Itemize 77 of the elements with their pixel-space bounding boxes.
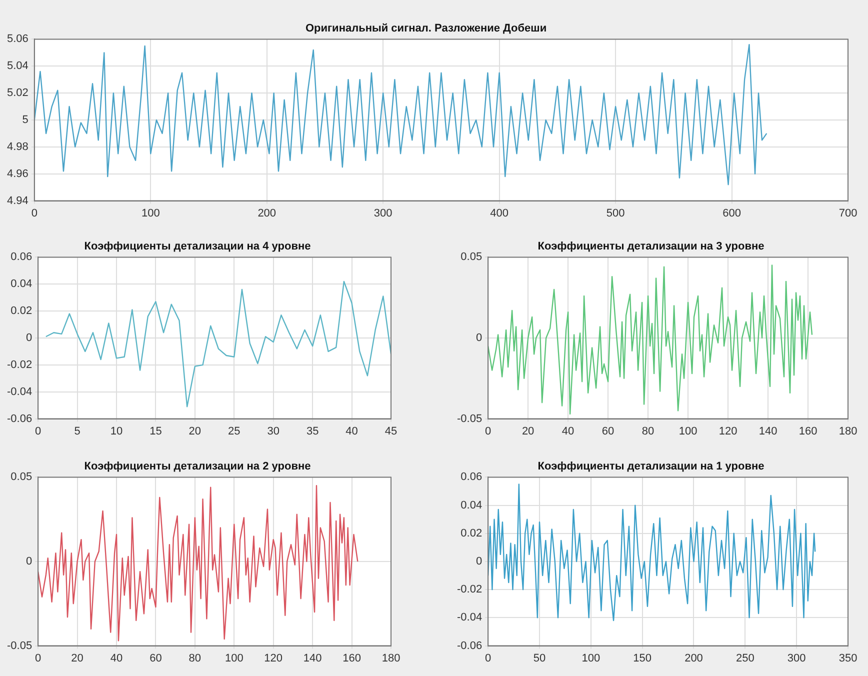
y-tick-label: 0.02 bbox=[460, 527, 482, 540]
x-tick-label: 0 bbox=[35, 652, 42, 664]
x-tick-label: 80 bbox=[188, 652, 202, 664]
y-tick-label: 0.06 bbox=[460, 471, 482, 484]
y-tick-label: 0 bbox=[26, 332, 32, 344]
x-tick-label: 45 bbox=[384, 425, 398, 438]
x-tick-label: 140 bbox=[303, 652, 322, 664]
x-tick-label: 0 bbox=[485, 425, 492, 438]
x-tick-label: 150 bbox=[633, 652, 652, 664]
y-tick-label: 4.94 bbox=[6, 194, 28, 207]
x-tick-label: 600 bbox=[722, 207, 741, 220]
x-tick-label: 300 bbox=[787, 652, 806, 664]
chart-title: Коэффициенты детализации на 4 уровне bbox=[84, 240, 311, 253]
x-tick-label: 50 bbox=[533, 652, 546, 664]
x-tick-label: 25 bbox=[228, 425, 240, 438]
y-tick-label: 0 bbox=[476, 556, 482, 568]
y-tick-label: -0.06 bbox=[456, 640, 482, 652]
y-tick-label: 0.04 bbox=[460, 499, 482, 512]
y-tick-label: 0.04 bbox=[10, 278, 32, 290]
y-tick-label: 5.02 bbox=[6, 87, 28, 100]
x-tick-label: 20 bbox=[188, 425, 202, 438]
x-tick-label: 250 bbox=[736, 652, 754, 664]
y-tick-label: 4.98 bbox=[6, 140, 28, 153]
x-tick-label: 30 bbox=[267, 425, 280, 438]
y-tick-label: -0.05 bbox=[456, 412, 482, 425]
x-tick-label: 0 bbox=[485, 652, 492, 664]
x-tick-label: 0 bbox=[35, 425, 42, 438]
y-tick-label: 5.04 bbox=[6, 60, 28, 72]
x-tick-label: 180 bbox=[382, 652, 400, 664]
y-tick-label: -0.05 bbox=[6, 640, 32, 652]
y-tick-label: 5 bbox=[22, 114, 28, 126]
x-tick-label: 100 bbox=[582, 652, 600, 664]
x-tick-label: 10 bbox=[110, 425, 123, 438]
x-tick-label: 200 bbox=[258, 207, 276, 220]
x-tick-label: 20 bbox=[71, 652, 84, 664]
y-tick-label: 0.02 bbox=[10, 305, 32, 318]
x-tick-label: 700 bbox=[838, 207, 858, 220]
x-tick-label: 120 bbox=[264, 652, 283, 664]
y-tick-label: -0.04 bbox=[456, 612, 482, 624]
y-tick-label: -0.02 bbox=[6, 358, 32, 371]
y-tick-label: 5.06 bbox=[6, 33, 28, 46]
chart-title: Коэффициенты детализации на 2 уровне bbox=[84, 460, 311, 473]
x-tick-label: 350 bbox=[838, 652, 858, 664]
x-tick-label: 200 bbox=[684, 652, 703, 664]
x-tick-label: 40 bbox=[110, 652, 123, 664]
x-tick-label: 60 bbox=[150, 652, 162, 664]
y-tick-label: 0 bbox=[476, 332, 482, 344]
x-tick-label: 80 bbox=[642, 425, 654, 438]
x-tick-label: 140 bbox=[758, 425, 778, 438]
x-tick-label: 180 bbox=[838, 425, 858, 438]
x-tick-label: 15 bbox=[150, 425, 162, 438]
x-tick-label: 35 bbox=[306, 425, 319, 438]
x-tick-label: 500 bbox=[606, 207, 625, 220]
x-tick-label: 300 bbox=[374, 207, 392, 220]
y-tick-label: -0.04 bbox=[6, 386, 32, 398]
x-tick-label: 100 bbox=[678, 425, 698, 438]
y-tick-label: 4.96 bbox=[6, 168, 28, 180]
x-tick-label: 400 bbox=[490, 207, 508, 220]
y-tick-label: 0.05 bbox=[10, 471, 32, 484]
y-tick-label: -0.06 bbox=[6, 412, 32, 425]
x-tick-label: 160 bbox=[342, 652, 361, 664]
y-tick-label: 0.05 bbox=[460, 251, 482, 264]
x-tick-label: 5 bbox=[74, 425, 80, 438]
x-tick-label: 40 bbox=[562, 425, 574, 438]
chart-title: Оригинальный сигнал. Разложение Добеши bbox=[305, 22, 547, 35]
y-tick-label: -0.02 bbox=[456, 584, 482, 596]
x-tick-label: 20 bbox=[522, 425, 534, 438]
x-tick-label: 100 bbox=[141, 207, 160, 220]
x-tick-label: 40 bbox=[346, 425, 358, 438]
x-tick-label: 120 bbox=[718, 425, 738, 438]
x-tick-label: 60 bbox=[602, 425, 614, 438]
chart-title: Коэффициенты детализации на 1 уровне bbox=[538, 460, 764, 473]
chart-title: Коэффициенты детализации на 3 уровне bbox=[538, 240, 764, 253]
x-tick-label: 100 bbox=[224, 652, 244, 664]
y-tick-label: 0 bbox=[26, 556, 32, 568]
x-tick-label: 160 bbox=[798, 425, 818, 438]
y-tick-label: 0.06 bbox=[10, 251, 32, 264]
